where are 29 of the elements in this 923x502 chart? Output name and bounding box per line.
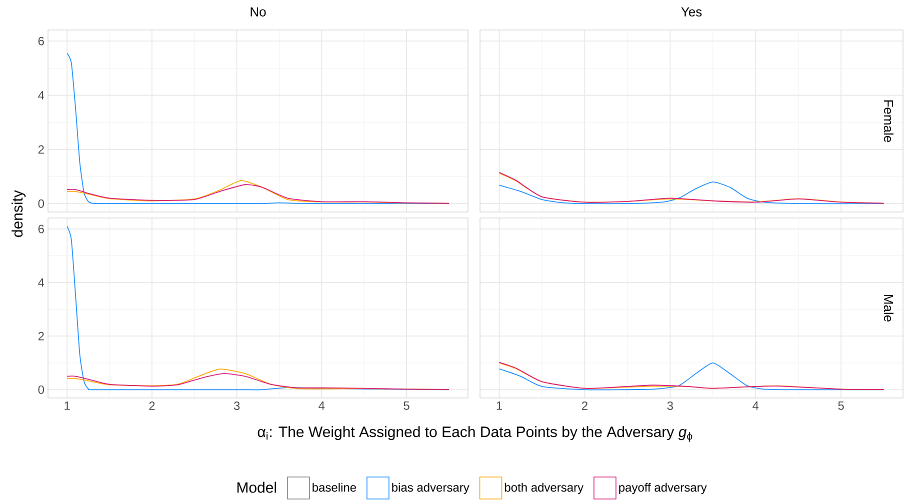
y-tick-label: 6 <box>38 36 44 46</box>
x-tick-label: 5 <box>838 402 844 410</box>
x-tick-label: 3 <box>234 402 240 410</box>
y-tick-label: 6 <box>38 224 44 234</box>
x-tick-label: 4 <box>752 402 759 410</box>
y-tick-label: 4 <box>38 91 44 100</box>
legend-label: both adversary <box>504 482 584 494</box>
x-tick-label: 1 <box>496 402 502 410</box>
legend-label: payoff adversary <box>619 482 707 494</box>
y-tick-label: 2 <box>38 332 44 340</box>
chart-title: No <box>250 7 266 16</box>
x-tick-label: 2 <box>149 402 155 410</box>
x-tick-label: 1 <box>64 402 70 410</box>
x-axis-title: α$_{i}$: The Weight Assigned to Each Data Points by the Adversary g$_{ϕ}$ <box>258 426 692 442</box>
x-tick-label: 2 <box>582 402 588 410</box>
y-axis-title: density <box>12 190 26 237</box>
x-tick-label: 5 <box>404 402 410 410</box>
y-tick-label: 4 <box>38 278 44 287</box>
y-tick-label: 0 <box>38 385 44 394</box>
y-tick-label: 2 <box>38 145 44 154</box>
legend-title: Model <box>237 482 276 493</box>
x-tick-label: 3 <box>667 402 673 410</box>
legend-label: bias adversary <box>392 482 470 494</box>
chart-title: Yes <box>681 7 702 16</box>
annotation: Male <box>884 294 894 322</box>
y-tick-label: 0 <box>38 199 44 208</box>
x-tick-label: 4 <box>318 402 325 410</box>
legend-label: baseline <box>312 482 356 492</box>
annotation: Female <box>884 100 894 142</box>
